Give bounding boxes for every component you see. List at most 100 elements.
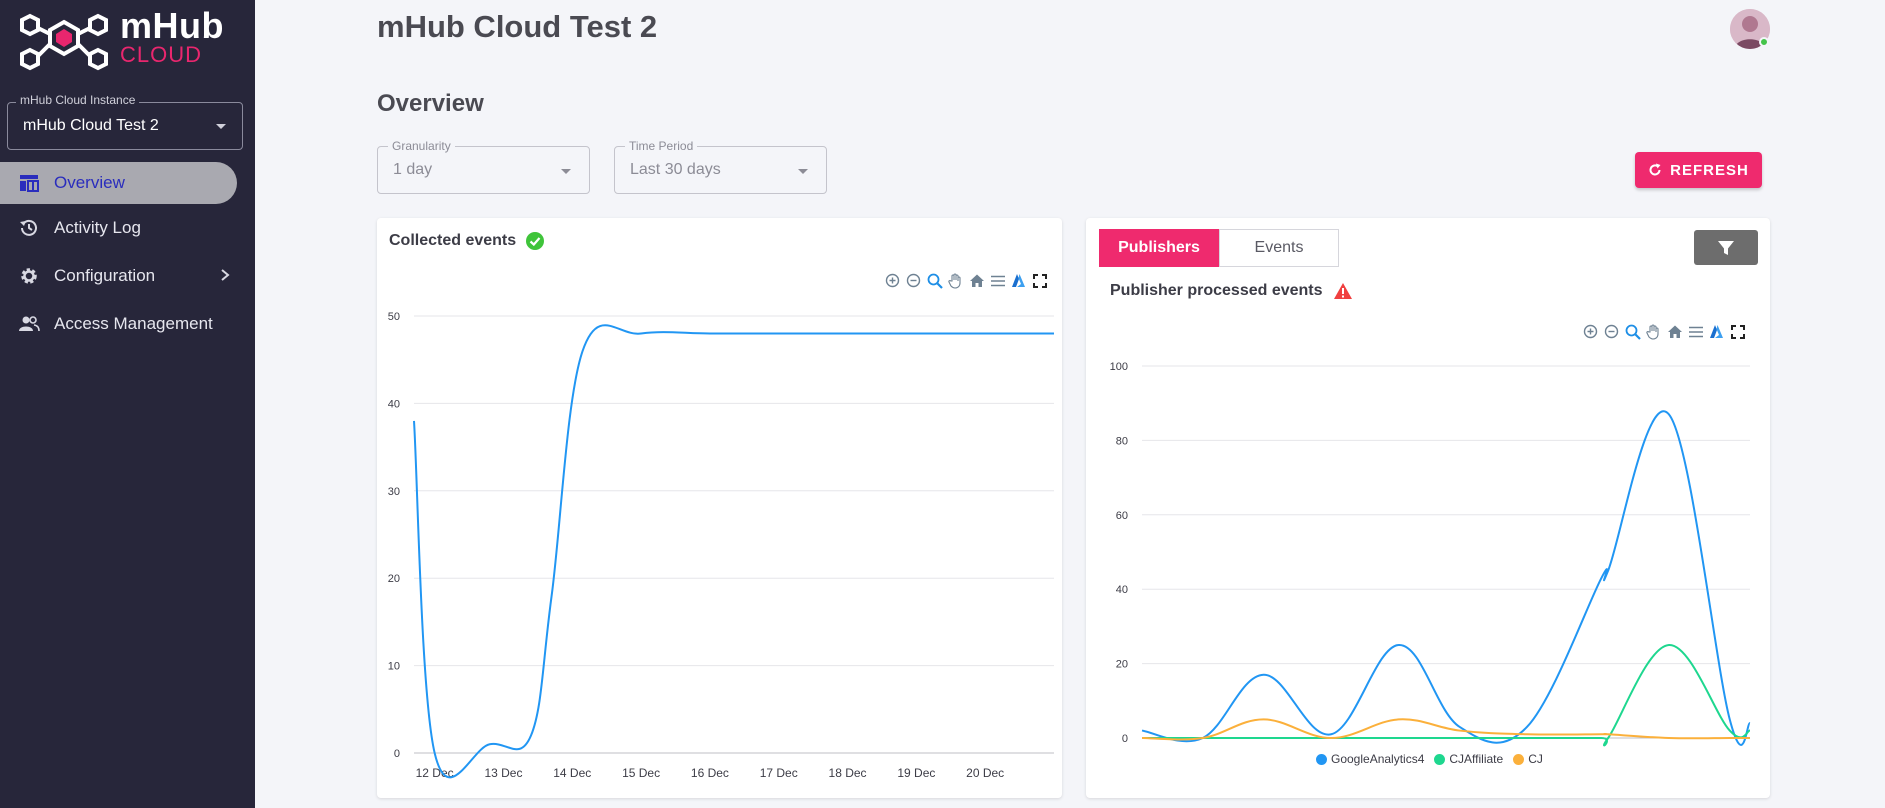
refresh-button[interactable]: REFRESH bbox=[1635, 152, 1762, 188]
azure-icon[interactable] bbox=[1708, 323, 1725, 340]
y-tick-label: 60 bbox=[1116, 510, 1128, 522]
zoom-out-icon[interactable] bbox=[905, 272, 922, 289]
series-line bbox=[1141, 410, 1751, 746]
sidebar-item-label: Access Management bbox=[54, 314, 213, 333]
history-icon bbox=[18, 217, 40, 239]
selection-zoom-icon[interactable] bbox=[926, 272, 943, 289]
warning-icon bbox=[1333, 283, 1352, 299]
x-tick-label: 12 Dec bbox=[416, 766, 454, 780]
sidebar-item-overview[interactable]: Overview bbox=[0, 162, 237, 204]
series-line bbox=[1141, 718, 1750, 741]
legend-label: CJ bbox=[1528, 752, 1543, 766]
y-tick-label: 80 bbox=[1116, 435, 1128, 447]
y-tick-label: 50 bbox=[388, 311, 400, 323]
time-period-label: Time Period bbox=[625, 139, 698, 153]
legend-marker bbox=[1434, 753, 1446, 765]
zoom-in-icon[interactable] bbox=[884, 272, 901, 289]
home-reset-icon[interactable] bbox=[1666, 323, 1683, 340]
refresh-label: REFRESH bbox=[1670, 161, 1749, 179]
series-line bbox=[413, 324, 1054, 779]
dashboard-icon bbox=[18, 172, 40, 194]
chevron-down-icon bbox=[216, 124, 226, 129]
publisher-events-header: Publisher processed events bbox=[1110, 282, 1353, 300]
zoom-out-icon[interactable] bbox=[1603, 323, 1620, 340]
filter-icon bbox=[1718, 240, 1734, 255]
chart-toolbar bbox=[884, 272, 1048, 289]
sidebar-item-access-management[interactable]: Access Management bbox=[0, 303, 237, 345]
menu-icon[interactable] bbox=[989, 272, 1006, 289]
y-tick-label: 30 bbox=[388, 486, 400, 498]
time-period-value: Last 30 days bbox=[630, 161, 721, 178]
instance-select[interactable]: mHub Cloud Test 2 bbox=[7, 102, 243, 150]
legend-marker bbox=[1513, 753, 1525, 765]
x-tick-label: 13 Dec bbox=[484, 766, 522, 780]
x-tick-label: 20 Dec bbox=[966, 766, 1004, 780]
fullscreen-icon[interactable] bbox=[1031, 272, 1048, 289]
collected-events-chart: 0 10 20 30 40 50 12 Dec 13 Dec 14 Dec 15 Dec 16 De… bbox=[388, 311, 1054, 780]
pan-hand-icon[interactable] bbox=[1645, 323, 1662, 340]
tab-publishers[interactable]: Publishers bbox=[1099, 229, 1219, 267]
card-title: Collected events bbox=[389, 232, 517, 249]
publishers-tabs: Publishers Events bbox=[1099, 229, 1339, 267]
legend-label: CJAffiliate bbox=[1449, 752, 1504, 766]
avatar[interactable] bbox=[1730, 9, 1770, 49]
menu-icon[interactable] bbox=[1687, 323, 1704, 340]
granularity-value: 1 day bbox=[393, 161, 433, 178]
y-tick-label: 20 bbox=[1116, 659, 1128, 671]
y-tick-label: 100 bbox=[1110, 361, 1128, 373]
logo-icon bbox=[20, 13, 108, 71]
sidebar-item-label: Configuration bbox=[54, 266, 156, 285]
granularity-label: Granularity bbox=[388, 139, 455, 153]
chart-legend: GoogleAnalytics4 CJAffiliate CJ bbox=[1316, 752, 1543, 766]
page-title: mHub Cloud Test 2 bbox=[377, 9, 658, 44]
legend-item[interactable]: CJAffiliate bbox=[1434, 752, 1503, 766]
chevron-right-icon bbox=[219, 267, 231, 287]
fullscreen-icon[interactable] bbox=[1729, 323, 1746, 340]
collected-events-card: Collected events 0 10 20 30 40 50 12 Dec 13 Dec… bbox=[377, 218, 1062, 798]
y-tick-label: 0 bbox=[1122, 733, 1128, 745]
chevron-down-icon bbox=[561, 169, 571, 174]
publishers-card: Publishers Events Publisher processed ev… bbox=[1086, 218, 1770, 798]
instance-label: mHub Cloud Instance bbox=[16, 93, 140, 107]
x-tick-label: 14 Dec bbox=[553, 766, 591, 780]
refresh-icon bbox=[1649, 163, 1661, 176]
card-title: Publisher processed events bbox=[1110, 282, 1323, 299]
zoom-in-icon[interactable] bbox=[1582, 323, 1599, 340]
logo-sub: CLOUD bbox=[120, 42, 203, 67]
y-tick-label: 10 bbox=[388, 661, 400, 673]
legend-marker bbox=[1316, 753, 1327, 765]
chart-toolbar bbox=[1582, 323, 1746, 340]
sidebar: mHub CLOUD mHub Cloud Test 2 mHub Cloud … bbox=[0, 0, 255, 808]
chevron-down-icon bbox=[798, 169, 808, 174]
check-circle-icon bbox=[526, 232, 545, 250]
people-icon bbox=[18, 313, 40, 335]
sidebar-item-configuration[interactable]: Configuration bbox=[0, 255, 237, 297]
tab-events[interactable]: Events bbox=[1219, 229, 1339, 267]
gear-icon bbox=[18, 265, 40, 287]
section-title: Overview bbox=[377, 90, 484, 117]
logo-text: mHub CLOUD bbox=[120, 8, 224, 66]
pan-hand-icon[interactable] bbox=[947, 272, 964, 289]
home-reset-icon[interactable] bbox=[968, 272, 985, 289]
sidebar-item-label: Overview bbox=[54, 173, 125, 192]
y-tick-label: 20 bbox=[388, 573, 400, 585]
logo-main: mHub bbox=[120, 5, 224, 46]
collected-events-header: Collected events bbox=[389, 232, 545, 250]
sidebar-item-activity-log[interactable]: Activity Log bbox=[0, 207, 237, 249]
online-status-badge bbox=[1759, 37, 1769, 47]
series-line bbox=[1142, 643, 1751, 747]
legend-label: GoogleAnalytics4 bbox=[1331, 752, 1425, 766]
legend-item[interactable]: GoogleAnalytics4 bbox=[1316, 752, 1424, 766]
granularity-select[interactable]: Granularity 1 day bbox=[377, 139, 590, 194]
legend-item[interactable]: CJ bbox=[1513, 752, 1543, 766]
x-tick-label: 15 Dec bbox=[622, 766, 660, 780]
time-period-select[interactable]: Time Period Last 30 days bbox=[614, 139, 827, 194]
x-tick-label: 19 Dec bbox=[897, 766, 935, 780]
filter-button[interactable] bbox=[1694, 230, 1758, 265]
selection-zoom-icon[interactable] bbox=[1624, 323, 1641, 340]
x-tick-label: 18 Dec bbox=[829, 766, 867, 780]
y-tick-label: 40 bbox=[1116, 584, 1128, 596]
x-tick-label: 17 Dec bbox=[760, 766, 798, 780]
azure-icon[interactable] bbox=[1010, 272, 1027, 289]
